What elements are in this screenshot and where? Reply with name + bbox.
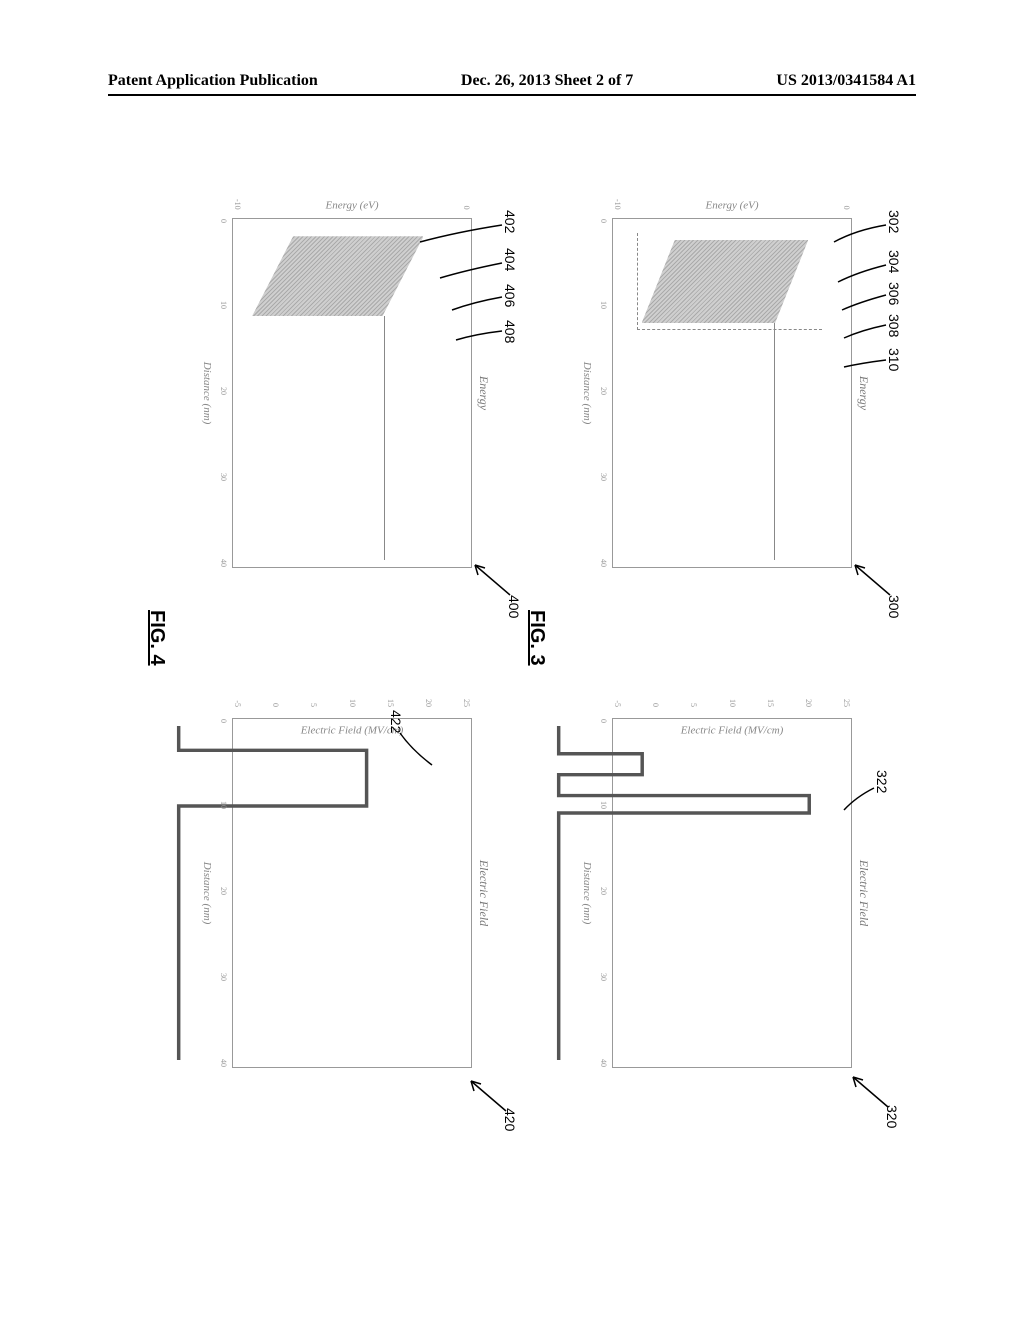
- ref-label-310: 310: [886, 348, 902, 371]
- x-ticks: 010203040: [219, 219, 228, 567]
- plot-title: Energy: [476, 376, 491, 410]
- fig4-tag: FIG. 4: [145, 610, 168, 666]
- ref-label-420: 420: [502, 1108, 518, 1131]
- flat-line: [774, 323, 775, 560]
- efield-step-curve: [123, 719, 471, 1067]
- plot-title: Electric Field: [856, 860, 871, 926]
- y-ticks: 2520151050-5: [233, 699, 471, 707]
- ref-label-320: 320: [884, 1105, 900, 1128]
- header-center: Dec. 26, 2013 Sheet 2 of 7: [461, 72, 633, 90]
- ref-label-408: 408: [502, 320, 518, 343]
- dashed-boundary: [637, 233, 823, 330]
- y-ticks: 0-10: [613, 199, 851, 210]
- x-axis-label: Distance (nm): [581, 362, 593, 425]
- fig4-energy-panel: Energy Distance (nm) Energy (eV) 0102030…: [180, 170, 500, 600]
- flat-line: [384, 316, 385, 560]
- x-ticks: 010203040: [219, 719, 228, 1067]
- x-ticks: 010203040: [599, 719, 608, 1067]
- energy-band-region: [252, 236, 423, 316]
- fig3-tag: FIG. 3: [525, 610, 548, 666]
- ref-label-302: 302: [886, 210, 902, 233]
- ref-label-322: 322: [874, 770, 890, 793]
- plot-frame: Energy Distance (nm) Energy (eV) 0102030…: [612, 218, 852, 568]
- fig4-efield-panel: Electric Field Distance (nm) Electric Fi…: [180, 670, 500, 1100]
- ref-label-406: 406: [502, 284, 518, 307]
- figure-area-rotated: Energy Distance (nm) Energy (eV) 0102030…: [30, 280, 990, 1020]
- header-right: US 2013/0341584 A1: [776, 72, 916, 90]
- ref-label-300: 300: [886, 595, 902, 618]
- plot-title: Energy: [856, 376, 871, 410]
- ref-label-404: 404: [502, 248, 518, 271]
- ref-label-308: 308: [886, 314, 902, 337]
- plot-frame: Energy Distance (nm) Energy (eV) 0102030…: [232, 218, 472, 568]
- ref-label-306: 306: [886, 282, 902, 305]
- x-axis-label: Distance (nm): [201, 362, 213, 425]
- y-ticks: 0-10: [233, 199, 471, 210]
- ref-label-304: 304: [886, 250, 902, 273]
- header-left: Patent Application Publication: [108, 72, 318, 90]
- plot-title: Electric Field: [476, 860, 491, 926]
- ref-label-400: 400: [506, 595, 522, 618]
- efield-step-curve: [503, 719, 851, 1067]
- fig3-energy-panel: Energy Distance (nm) Energy (eV) 0102030…: [560, 170, 880, 600]
- plot-frame: Electric Field Distance (nm) Electric Fi…: [612, 718, 852, 1068]
- ref-arrow-420: [456, 1066, 506, 1126]
- ref-arrow-320: [838, 1062, 888, 1122]
- plot-frame: Electric Field Distance (nm) Electric Fi…: [232, 718, 472, 1068]
- y-ticks: 2520151050-5: [613, 699, 851, 707]
- ref-label-402: 402: [502, 210, 518, 233]
- x-ticks: 010203040: [599, 219, 608, 567]
- ref-label-422: 422: [388, 710, 404, 733]
- page-header: Patent Application Publication Dec. 26, …: [108, 72, 916, 96]
- fig3-efield-panel: Electric Field Distance (nm) Electric Fi…: [560, 670, 880, 1100]
